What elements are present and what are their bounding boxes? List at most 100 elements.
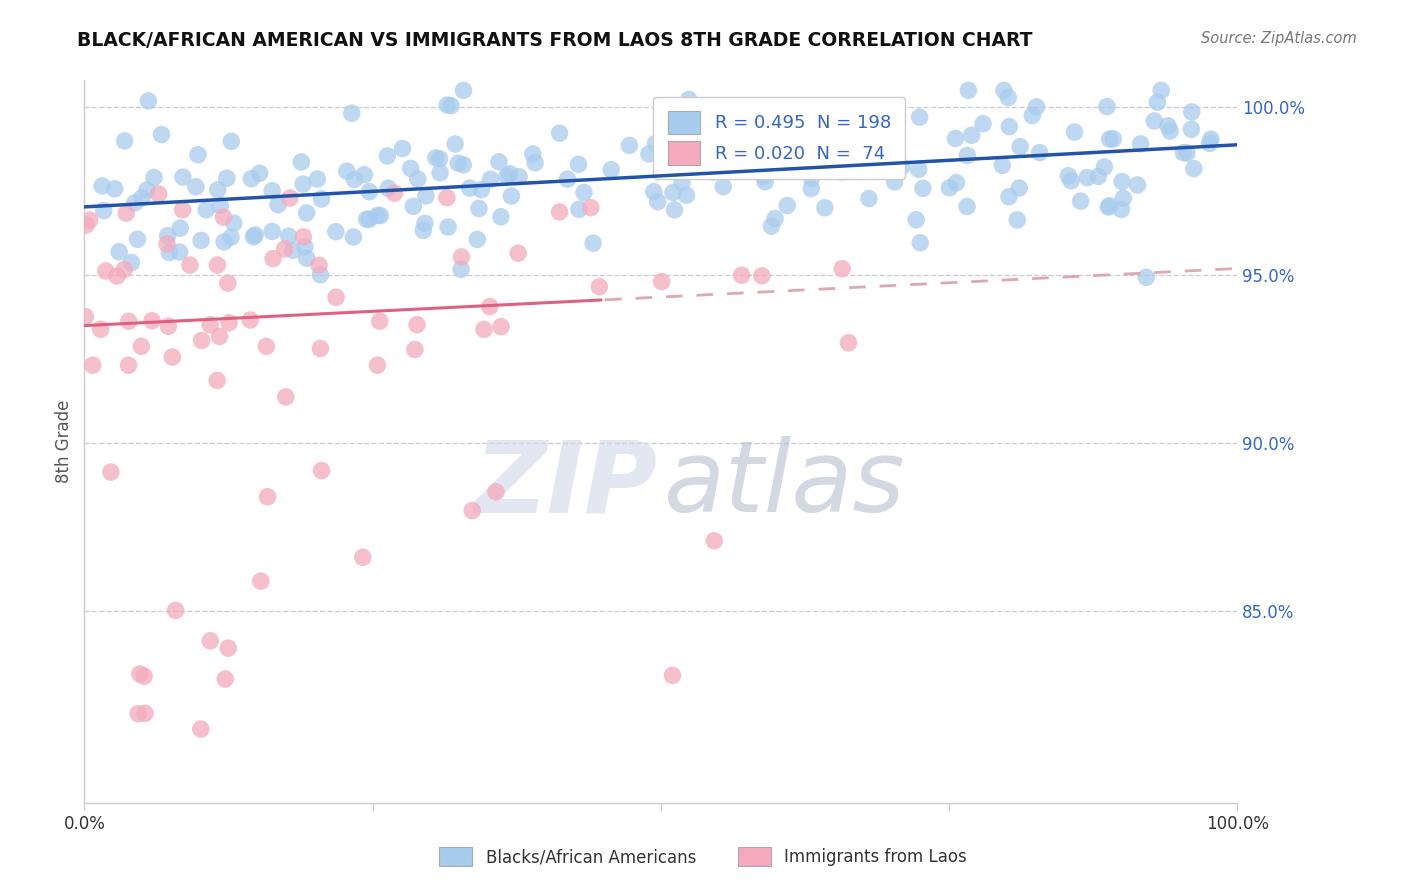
Point	[90, 322, 112, 336]
Point	[184, 179, 207, 194]
Point	[910, 235, 932, 250]
Y-axis label: 8th Grade: 8th Grade	[55, 400, 73, 483]
Point	[879, 132, 901, 146]
Point	[127, 706, 149, 721]
Point	[415, 189, 437, 203]
Point	[651, 275, 673, 289]
Point	[665, 111, 688, 125]
Point	[274, 390, 297, 404]
Point	[425, 151, 447, 165]
Point	[273, 242, 295, 256]
Point	[718, 131, 741, 145]
Point	[195, 202, 218, 217]
Point	[1007, 213, 1029, 227]
Point	[858, 192, 880, 206]
Point	[1098, 132, 1121, 146]
Point	[218, 316, 240, 330]
Point	[998, 190, 1021, 204]
Point	[256, 490, 278, 504]
Point	[1063, 125, 1085, 139]
Point	[638, 147, 661, 161]
Point	[1021, 108, 1043, 122]
Point	[908, 110, 931, 124]
Point	[1157, 119, 1180, 133]
Point	[844, 107, 866, 121]
Point	[295, 206, 318, 220]
Point	[647, 194, 669, 209]
Point	[911, 181, 934, 195]
Point	[278, 191, 301, 205]
Point	[343, 172, 366, 186]
Point	[406, 318, 429, 332]
Point	[461, 503, 484, 517]
Point	[644, 136, 666, 151]
Point	[467, 232, 489, 246]
Point	[763, 211, 786, 226]
Point	[800, 171, 823, 186]
Point	[672, 163, 695, 178]
Point	[588, 279, 610, 293]
Point	[907, 162, 929, 177]
Point	[172, 170, 194, 185]
Point	[221, 134, 243, 148]
Point	[703, 533, 725, 548]
Point	[198, 318, 221, 332]
Point	[94, 264, 117, 278]
Point	[495, 169, 517, 184]
Point	[1150, 83, 1173, 97]
Point	[325, 225, 347, 239]
Point	[82, 358, 104, 372]
Point	[412, 223, 434, 237]
Point	[359, 212, 381, 227]
Point	[752, 169, 775, 184]
Point	[169, 221, 191, 235]
Point	[157, 319, 180, 334]
Point	[468, 202, 491, 216]
Point	[290, 155, 312, 169]
Point	[508, 169, 530, 184]
Point	[834, 144, 856, 158]
Point	[1111, 202, 1133, 217]
Point	[262, 224, 284, 238]
Point	[215, 171, 238, 186]
Point	[678, 92, 700, 106]
Point	[582, 236, 605, 251]
Point	[375, 149, 398, 163]
Point	[524, 155, 547, 169]
Point	[138, 94, 160, 108]
Point	[172, 202, 194, 217]
Point	[277, 229, 299, 244]
Point	[104, 182, 127, 196]
Point	[883, 175, 905, 189]
Point	[219, 230, 242, 244]
Point	[938, 180, 960, 194]
Point	[281, 244, 304, 258]
Point	[243, 227, 266, 242]
Point	[998, 120, 1021, 134]
Point	[150, 128, 173, 142]
Point	[485, 484, 508, 499]
Point	[212, 235, 235, 249]
Point	[619, 138, 641, 153]
Point	[489, 319, 512, 334]
Point	[664, 202, 686, 217]
Point	[1198, 136, 1220, 151]
Point	[1057, 169, 1080, 183]
Point	[1092, 160, 1115, 174]
Point	[695, 162, 717, 177]
Point	[294, 240, 316, 254]
Point	[356, 212, 378, 227]
Point	[207, 258, 229, 272]
Point	[905, 212, 928, 227]
Point	[1008, 181, 1031, 195]
Point	[208, 329, 231, 343]
Point	[207, 183, 229, 197]
Point	[557, 172, 579, 186]
Point	[187, 148, 209, 162]
Point	[662, 186, 685, 200]
Text: BLACK/AFRICAN AMERICAN VS IMMIGRANTS FROM LAOS 8TH GRADE CORRELATION CHART: BLACK/AFRICAN AMERICAN VS IMMIGRANTS FRO…	[77, 31, 1033, 50]
Point	[472, 322, 495, 336]
Point	[450, 250, 472, 264]
Point	[884, 129, 907, 144]
Point	[751, 268, 773, 283]
